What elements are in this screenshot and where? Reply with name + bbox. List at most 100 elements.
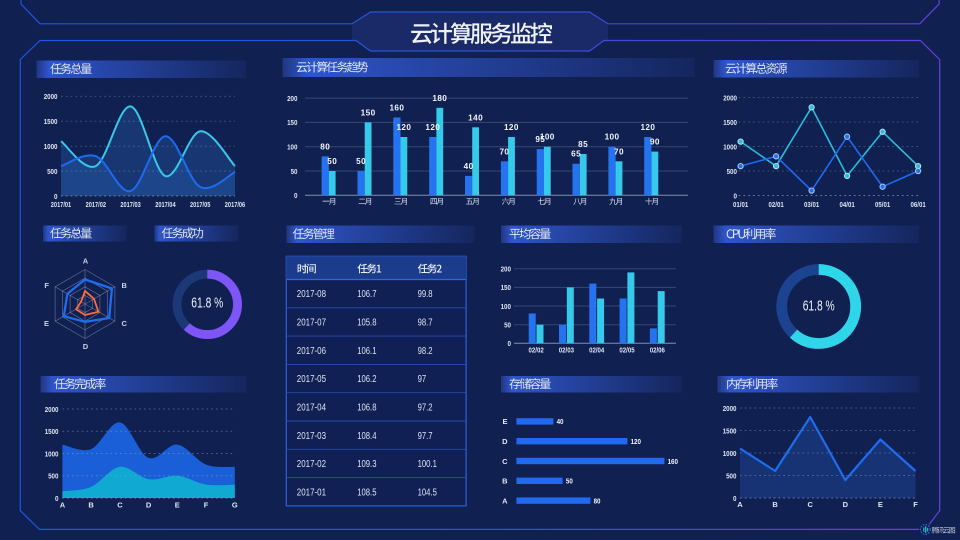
svg-text:50: 50 (566, 477, 573, 486)
svg-text:1000: 1000 (45, 449, 59, 458)
svg-text:180: 180 (432, 94, 447, 103)
svg-text:2000: 2000 (723, 93, 737, 102)
svg-text:80: 80 (594, 496, 601, 505)
svg-text:F: F (913, 500, 918, 509)
svg-text:2017/01: 2017/01 (51, 200, 71, 209)
svg-text:106.7: 106.7 (357, 289, 377, 300)
svg-text:120: 120 (396, 123, 411, 132)
svg-text:61.8 %: 61.8 % (803, 299, 835, 315)
svg-text:02/02: 02/02 (529, 346, 544, 355)
svg-text:50: 50 (291, 167, 298, 176)
svg-text:120: 120 (504, 123, 519, 132)
svg-text:2000: 2000 (44, 92, 58, 101)
svg-text:D: D (83, 342, 89, 351)
svg-text:99.8: 99.8 (418, 289, 433, 300)
svg-text:0: 0 (508, 339, 512, 348)
svg-text:C: C (122, 319, 128, 328)
svg-text:97: 97 (418, 374, 427, 385)
svg-text:100.1: 100.1 (418, 459, 438, 470)
svg-text:1500: 1500 (45, 427, 59, 436)
svg-text:0: 0 (294, 191, 298, 200)
svg-text:2000: 2000 (45, 405, 59, 414)
svg-text:108.5: 108.5 (357, 487, 377, 498)
svg-text:200: 200 (501, 265, 511, 274)
svg-text:106.1: 106.1 (357, 346, 377, 357)
svg-text:B: B (88, 500, 94, 509)
svg-text:140: 140 (468, 113, 483, 122)
svg-text:200: 200 (287, 94, 297, 103)
svg-text:150: 150 (501, 283, 511, 292)
svg-text:A: A (83, 256, 89, 265)
svg-text:D: D (843, 500, 849, 509)
svg-text:50: 50 (504, 321, 511, 330)
svg-text:500: 500 (727, 167, 737, 176)
svg-text:02/03: 02/03 (559, 346, 574, 355)
svg-text:2017-02: 2017-02 (297, 459, 327, 470)
svg-text:F: F (204, 500, 209, 509)
svg-text:F: F (44, 281, 49, 290)
svg-text:02/04: 02/04 (589, 346, 605, 355)
svg-text:65: 65 (571, 150, 581, 159)
svg-text:500: 500 (48, 472, 58, 481)
svg-text:E: E (44, 319, 49, 328)
svg-text:04/01: 04/01 (840, 200, 855, 209)
svg-text:105.8: 105.8 (357, 318, 377, 329)
svg-text:C: C (807, 500, 813, 509)
svg-text:0: 0 (55, 494, 59, 503)
svg-text:98.2: 98.2 (418, 346, 433, 357)
svg-text:1500: 1500 (723, 426, 737, 435)
svg-text:120: 120 (425, 123, 440, 132)
svg-text:40: 40 (464, 162, 474, 171)
svg-text:95: 95 (535, 135, 545, 144)
svg-text:100: 100 (605, 133, 620, 142)
svg-text:A: A (502, 496, 508, 505)
svg-text:100: 100 (501, 302, 511, 311)
svg-text:500: 500 (726, 471, 736, 480)
svg-text:1000: 1000 (44, 142, 58, 151)
svg-text:97.7: 97.7 (418, 431, 433, 442)
svg-text:B: B (502, 477, 508, 486)
svg-text:01/01: 01/01 (733, 200, 748, 209)
svg-text:05/01: 05/01 (875, 200, 890, 209)
svg-text:150: 150 (287, 118, 297, 127)
svg-text:D: D (146, 500, 152, 509)
svg-text:1000: 1000 (723, 449, 737, 458)
svg-text:A: A (60, 500, 66, 509)
svg-text:E: E (878, 500, 883, 509)
svg-text:02/01: 02/01 (769, 200, 784, 209)
svg-text:106.2: 106.2 (357, 374, 377, 385)
svg-text:106.8: 106.8 (357, 402, 377, 413)
svg-text:2017-06: 2017-06 (297, 346, 327, 357)
svg-text:02/05: 02/05 (619, 346, 634, 355)
svg-text:98.7: 98.7 (418, 318, 433, 329)
svg-text:61.8 %: 61.8 % (191, 295, 223, 311)
svg-text:06/01: 06/01 (911, 200, 926, 209)
svg-text:B: B (122, 281, 128, 290)
svg-text:90: 90 (650, 138, 660, 147)
svg-text:2017-04: 2017-04 (297, 402, 327, 413)
svg-text:160: 160 (389, 104, 404, 113)
svg-text:70: 70 (614, 147, 624, 156)
svg-text:2017-05: 2017-05 (297, 374, 327, 385)
svg-text:2017-01: 2017-01 (297, 487, 327, 498)
svg-text:2017/02: 2017/02 (86, 200, 106, 209)
svg-text:2017/03: 2017/03 (120, 200, 140, 209)
svg-text:108.4: 108.4 (357, 431, 377, 442)
svg-text:E: E (175, 500, 180, 509)
svg-text:120: 120 (631, 437, 641, 446)
svg-text:C: C (117, 500, 123, 509)
svg-text:A: A (737, 500, 743, 509)
svg-text:50: 50 (356, 157, 366, 166)
svg-text:0: 0 (734, 191, 738, 200)
svg-text:85: 85 (578, 140, 588, 149)
svg-text:C: C (502, 457, 508, 466)
svg-text:G: G (232, 500, 238, 509)
svg-text:160: 160 (668, 457, 678, 466)
svg-text:1000: 1000 (723, 142, 737, 151)
svg-text:03/01: 03/01 (804, 200, 819, 209)
svg-text:500: 500 (47, 167, 57, 176)
svg-text:109.3: 109.3 (357, 459, 377, 470)
svg-text:50: 50 (327, 157, 337, 166)
svg-text:02/06: 02/06 (650, 346, 665, 355)
svg-text:104.5: 104.5 (418, 487, 438, 498)
